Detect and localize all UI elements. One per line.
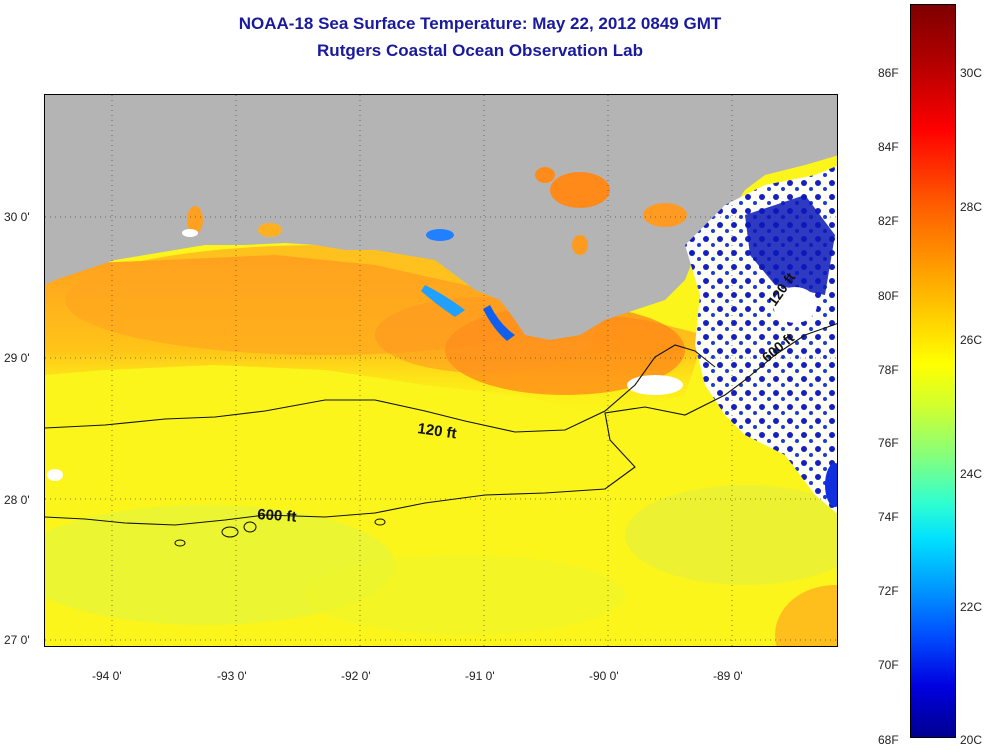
colorbar-label-84f: 84F (878, 140, 899, 154)
colorbar-label-22c: 22C (960, 600, 983, 614)
colorbar-label-28c: 28C (960, 200, 983, 214)
temperature-colorbar (910, 4, 956, 738)
lat-label-28: 28 0' (4, 493, 30, 507)
map-title: NOAA-18 Sea Surface Temperature: May 22,… (238, 14, 722, 33)
colorbar-label-76f: 76F (878, 436, 899, 450)
colorbar-label-82f: 82F (878, 214, 899, 228)
contour-120ft (45, 344, 716, 433)
colorbar-label-30c: 30C (960, 66, 983, 80)
lat-label-29: 29 0' (4, 351, 30, 365)
colorbar-label-80f: 80F (878, 289, 899, 303)
lon-label-92: -92 0' (341, 669, 371, 683)
colorbar-label-70f: 70F (878, 658, 899, 672)
colorbar-label-78f: 78F (878, 363, 899, 377)
contour-label-600ft-west: 600 ft (257, 506, 297, 526)
lon-label-93: -93 0' (217, 669, 247, 683)
colorbar-label-74f: 74F (878, 510, 899, 524)
contour-600ft (45, 323, 837, 526)
colorbar-label-26c: 26C (960, 333, 983, 347)
contour-label-120ft-west: 120 ft (416, 420, 457, 442)
colorbar-label-86f: 86F (878, 66, 899, 80)
land-area (45, 95, 837, 340)
lon-label-90: -90 0' (589, 669, 619, 683)
lat-label-30: 30 0' (4, 210, 30, 224)
colorbar-label-68f: 68F (878, 733, 899, 747)
lon-label-89: -89 0' (713, 669, 743, 683)
lat-label-27: 27 0' (4, 633, 30, 647)
sst-map: 120 ft 600 ft 120 ft 600 ft (44, 94, 838, 647)
colorbar-label-20c: 20C (960, 733, 983, 747)
colorbar-label-72f: 72F (878, 584, 899, 598)
lon-label-91: -91 0' (465, 669, 495, 683)
sst-map-image: 120 ft 600 ft 120 ft 600 ft (45, 95, 837, 646)
cloud-patch (627, 375, 683, 395)
map-subtitle: Rutgers Coastal Ocean Observation Lab (317, 41, 643, 60)
lon-label-94: -94 0' (92, 669, 122, 683)
colorbar-label-24c: 24C (960, 467, 983, 481)
